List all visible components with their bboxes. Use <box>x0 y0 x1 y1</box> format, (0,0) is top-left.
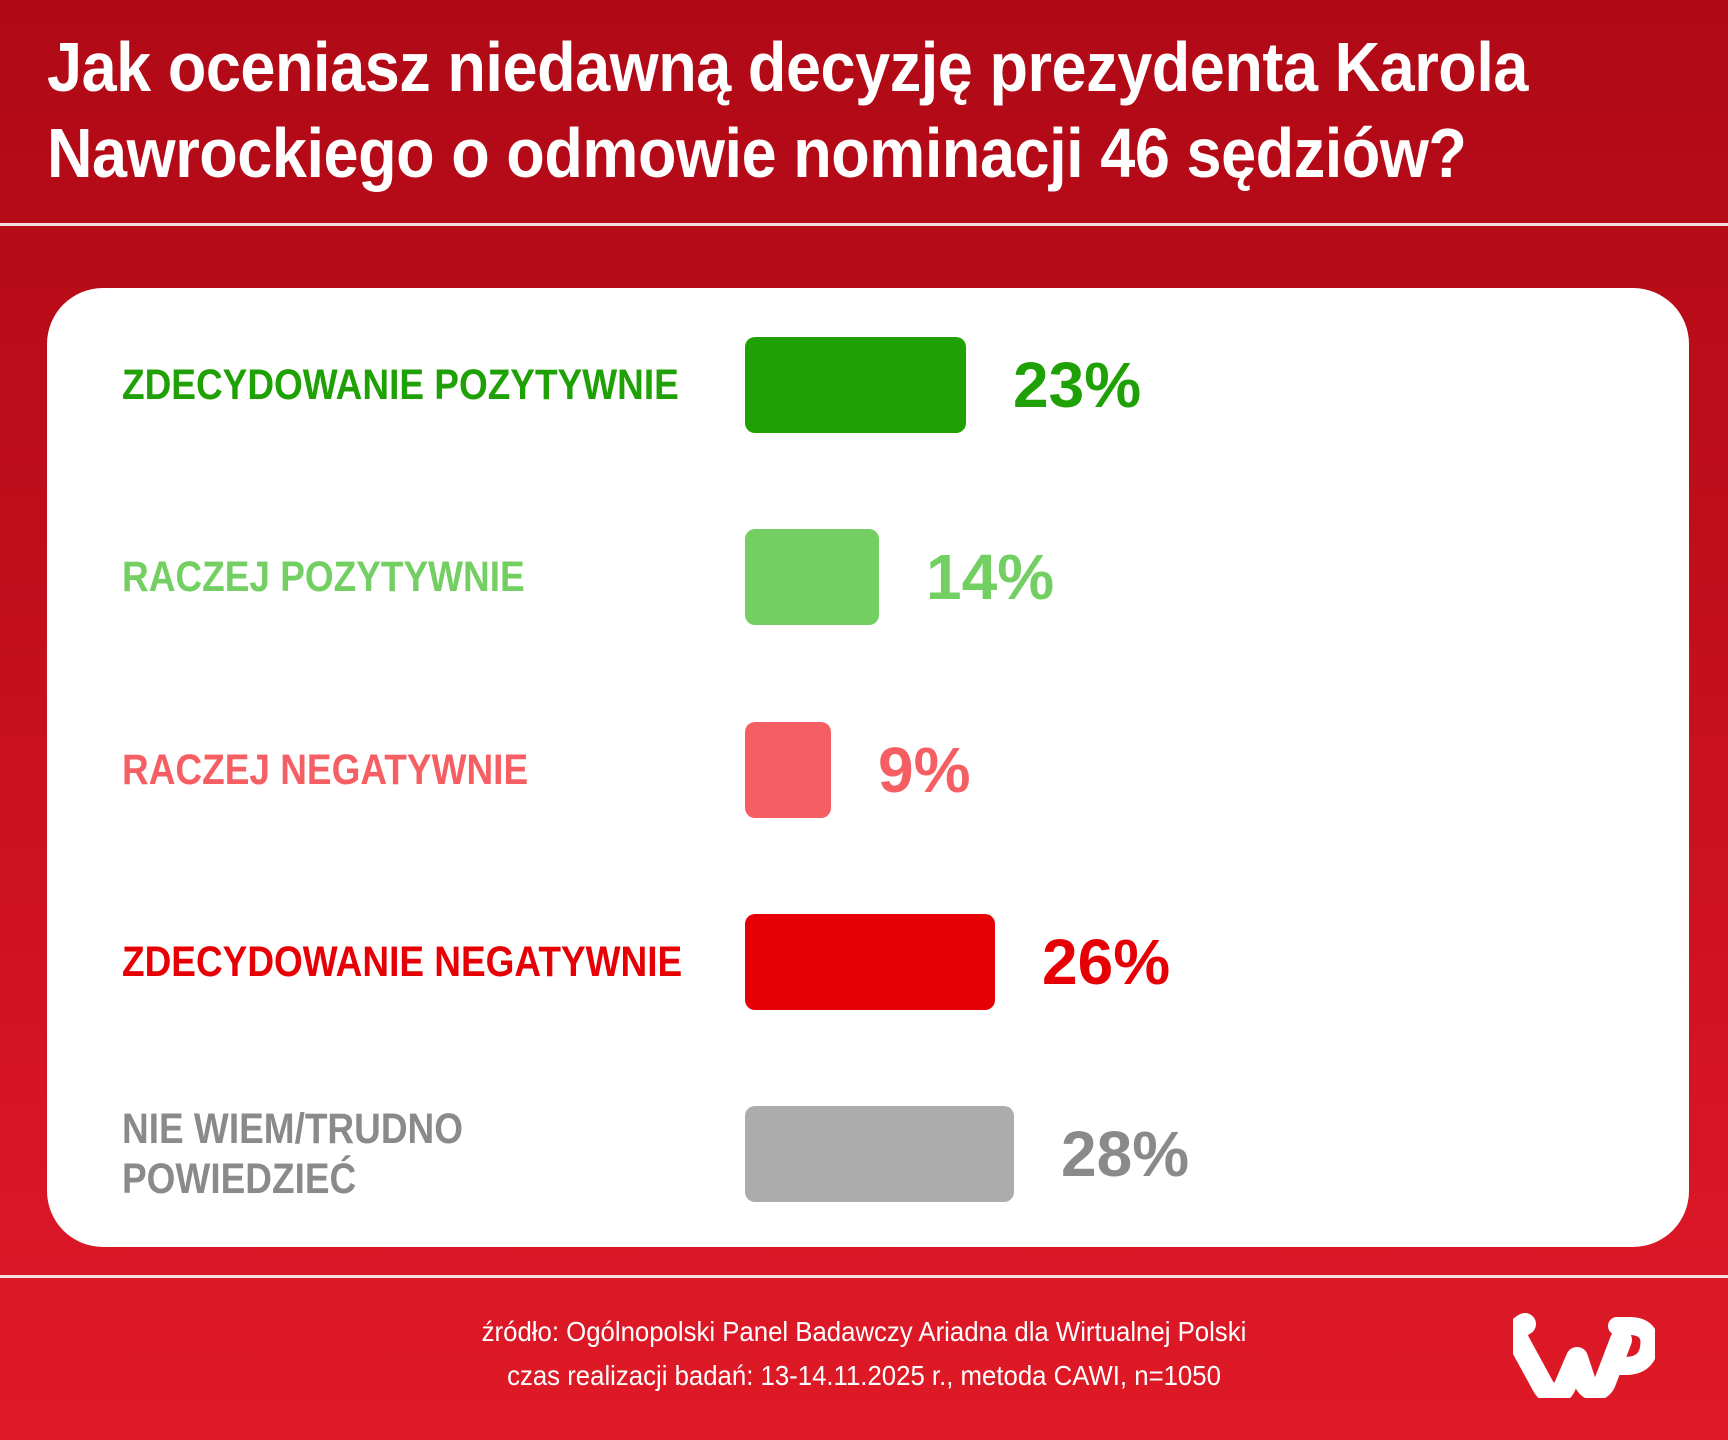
bar-value-label: 9% <box>878 734 971 806</box>
wp-logo-icon <box>1513 1313 1655 1398</box>
chart-title-line-1: Jak oceniasz niedawną decyzję prezydenta… <box>47 28 1528 106</box>
bar-label-line: RACZEJ POZYTYWNIE <box>122 553 525 601</box>
chart-title-line-2: Nawrockiego o odmowie nominacji 46 sędzi… <box>47 114 1467 192</box>
bar-row: RACZEJ POZYTYWNIE 14% <box>47 529 1689 625</box>
bar-label: RACZEJ NEGATYWNIE <box>122 722 528 818</box>
chart-card: ZDECYDOWANIE POZYTYWNIE 23% RACZEJ POZYTYW… <box>47 288 1689 1247</box>
footer: źródło: Ogólnopolski Panel Badawczy Aria… <box>0 1310 1728 1398</box>
bar-label-line: RACZEJ NEGATYWNIE <box>122 746 529 794</box>
bar-value-label: 28% <box>1061 1118 1190 1190</box>
bar-row: ZDECYDOWANIE POZYTYWNIE 23% <box>47 337 1689 433</box>
source-note: źródło: Ogólnopolski Panel Badawczy Aria… <box>481 1316 1247 1347</box>
bar-label-line: ZDECYDOWANIE POZYTYWNIE <box>122 361 679 409</box>
chart-title: Jak oceniasz niedawną decyzję prezydenta… <box>47 24 1528 196</box>
bottom-divider <box>0 1275 1728 1278</box>
bar-row: RACZEJ NEGATYWNIE 9% <box>47 722 1689 818</box>
bar-label-line: ZDECYDOWANIE NEGATYWNIE <box>122 938 683 986</box>
method-note: czas realizacji badań: 13-14.11.2025 r.,… <box>507 1360 1221 1391</box>
bar-label: ZDECYDOWANIE POZYTYWNIE <box>122 337 679 433</box>
bar-label-line: POWIEDZIEĆ <box>122 1155 357 1203</box>
bar-value-label: 26% <box>1042 926 1171 998</box>
bar <box>745 722 831 818</box>
bar-value-label: 23% <box>1013 349 1142 421</box>
bar-label: ZDECYDOWANIE NEGATYWNIE <box>122 914 682 1010</box>
bar-row: ZDECYDOWANIE NEGATYWNIE 26% <box>47 914 1689 1010</box>
bar-label: NIE WIEM/TRUDNO POWIEDZIEĆ <box>122 1105 464 1203</box>
bar <box>745 914 995 1010</box>
bar <box>745 529 879 625</box>
bar-value-label: 14% <box>926 541 1055 613</box>
bar-label-line: NIE WIEM/TRUDNO <box>122 1105 464 1153</box>
bar <box>745 337 966 433</box>
top-divider <box>0 223 1728 226</box>
bar-row: NIE WIEM/TRUDNO POWIEDZIEĆ 28% <box>47 1105 1689 1203</box>
bar <box>745 1106 1014 1202</box>
bar-label: RACZEJ POZYTYWNIE <box>122 529 525 625</box>
